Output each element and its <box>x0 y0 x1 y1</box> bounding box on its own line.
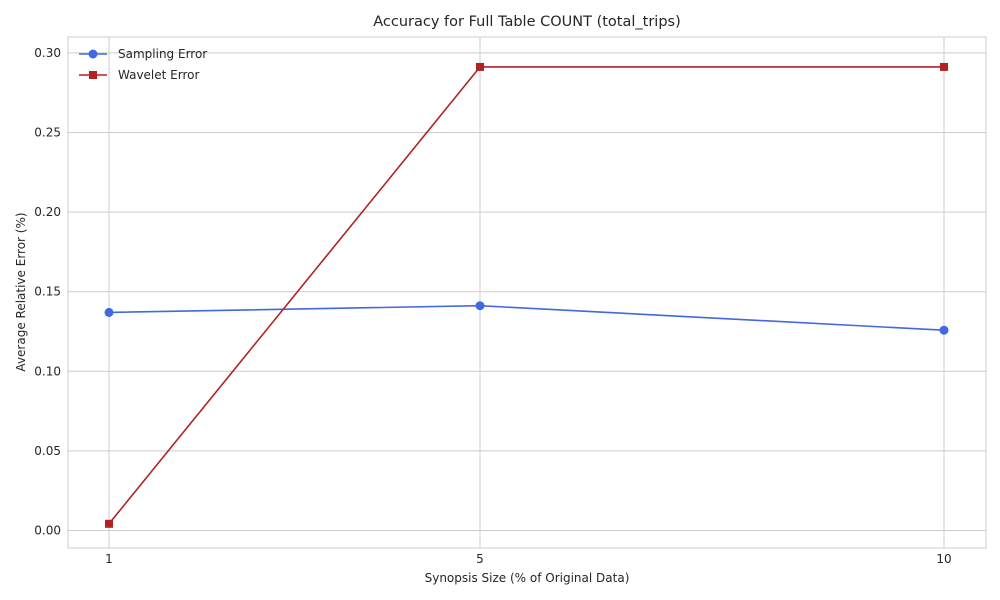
plot-frame <box>67 36 987 549</box>
legend-label-sampling: Sampling Error <box>118 47 207 61</box>
series-layer <box>104 62 949 528</box>
data-point-square <box>476 62 484 71</box>
plot-area-background <box>68 37 986 548</box>
legend-marker-sampling <box>88 49 98 59</box>
data-point-square <box>105 519 113 528</box>
y-tick-label: 0.10 <box>34 364 61 378</box>
x-tick-label: 1 <box>105 552 113 566</box>
legend: Sampling Error Wavelet Error <box>79 47 207 82</box>
legend-marker-wavelet <box>89 71 97 79</box>
y-axis-label: Average Relative Error (%) <box>14 212 28 371</box>
x-axis-label: Synopsis Size (% of Original Data) <box>425 571 630 585</box>
data-point-square <box>940 62 948 71</box>
y-tick-label: 0.05 <box>34 444 61 458</box>
grid-lines <box>68 37 986 548</box>
axis-ticks: 0.00 0.05 0.10 0.15 0.20 0.25 0.30 1 5 10 <box>34 46 951 566</box>
series-wavelet-error <box>105 62 948 528</box>
data-point-circle <box>475 301 485 311</box>
x-tick-label: 5 <box>476 552 484 566</box>
y-tick-label: 0.15 <box>34 285 61 299</box>
y-tick-label: 0.20 <box>34 205 61 219</box>
y-tick-label: 0.00 <box>34 523 61 537</box>
y-tick-label: 0.25 <box>34 126 61 140</box>
data-point-circle <box>104 307 114 317</box>
series-sampling-error <box>104 301 949 335</box>
legend-label-wavelet: Wavelet Error <box>118 68 199 82</box>
x-tick-label: 10 <box>936 552 951 566</box>
chart-title: Accuracy for Full Table COUNT (total_tri… <box>373 14 680 30</box>
y-tick-label: 0.30 <box>34 46 61 60</box>
data-point-circle <box>939 325 949 335</box>
